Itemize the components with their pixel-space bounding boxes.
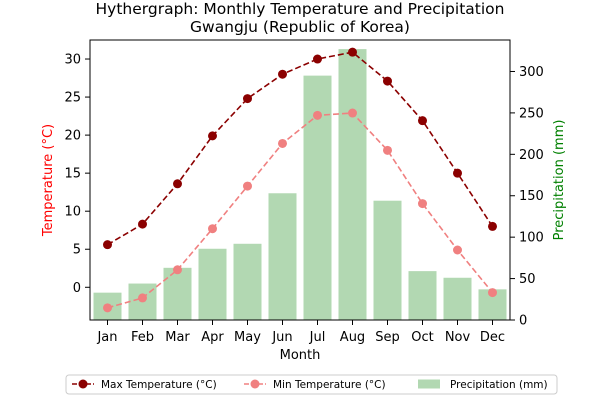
y-right-tick-label: 50 [519,272,536,287]
min-temp-point [243,181,252,191]
chart-title: Hythergraph: Monthly Temperature and Pre… [96,0,505,18]
max-temp-point [278,69,287,79]
x-tick-label: Mar [165,330,190,345]
legend-item: Max Temperature (°C) [72,379,217,391]
legend-label: Min Temperature (°C) [273,379,386,391]
min-temp-point [173,265,182,275]
precipitation-bar [338,49,367,320]
x-tick-label: Dec [480,330,505,345]
max-temp-line [107,51,494,246]
max-temp-point [348,47,357,57]
y-left-tick-label: 30 [64,53,81,68]
min-temp-point [453,245,462,255]
max-temp-point [488,221,497,231]
max-temp-point [313,54,322,64]
precipitation-bar [233,243,262,320]
max-temp-point [243,94,252,104]
y-right-tick-label: 150 [519,189,544,204]
max-temp-point [208,131,217,141]
precipitation-bars [93,49,507,320]
y-left-tick-label: 25 [64,91,81,106]
x-tick-label: Jul [309,330,326,345]
x-tick-label: May [234,330,261,345]
y-left-tick-label: 15 [64,167,81,182]
y-left-tick-label: 10 [64,205,81,220]
min-temp-point [313,110,322,120]
legend-item: Min Temperature (°C) [244,379,386,391]
y-axis-left-title: Temperature (°C) [41,124,56,237]
legend-label: Precipitation (mm) [450,379,548,391]
max-temp-point [138,219,147,229]
legend-label: Max Temperature (°C) [101,379,217,391]
y-left-tick-label: 5 [73,243,81,258]
x-tick-label: Apr [201,330,224,345]
precipitation-bar [408,271,437,320]
x-tick-label: Feb [131,330,154,345]
x-tick-label: Nov [445,330,471,345]
temperature-lines [103,47,497,313]
min-temp-point [348,108,357,118]
precipitation-bar [163,267,192,320]
x-tick-label: Jan [96,330,117,345]
max-temp-point [383,76,392,86]
min-temp-point [418,199,427,209]
y-axis-right-title: Precipitation (mm) [552,120,567,241]
y-right-tick-label: 250 [519,106,544,121]
min-temp-point [488,288,497,298]
y-right-tick-label: 0 [519,314,527,329]
plot-frame [89,39,511,321]
y-right-tick-label: 200 [519,148,544,163]
x-tick-label: Aug [340,330,365,345]
min-temp-point [103,303,112,313]
y-left-tick-label: 20 [64,129,81,144]
chart-subtitle: Gwangju (Republic of Korea) [190,18,410,36]
min-temp-point [383,145,392,155]
max-temp-point [173,179,182,189]
precipitation-bar [268,193,297,320]
min-temp-point [138,293,147,303]
max-temp-point [453,168,462,178]
x-axis-title: Month [280,348,321,363]
precipitation-bar [373,200,402,320]
legend: Max Temperature (°C) Min Temperature (°C)… [65,374,558,395]
x-tick-label: Jun [271,330,292,345]
legend-marker-swatch [250,379,260,389]
min-temp-line [107,112,494,309]
min-temp-point [208,224,217,234]
max-temp-point [418,116,427,126]
min-temp-point [278,138,287,148]
legend-marker-swatch [78,379,88,389]
max-temp-point [103,240,112,250]
x-tick-label: Oct [411,330,433,345]
x-tick-label: Sep [375,330,400,345]
y-right-tick-label: 300 [519,65,544,80]
precipitation-bar [198,248,227,320]
y-left-tick-label: 0 [73,281,81,296]
precipitation-bar [443,277,472,320]
legend-bar-swatch [418,379,440,389]
y-right-tick-label: 100 [519,231,544,246]
legend-item: Precipitation (mm) [418,379,548,391]
